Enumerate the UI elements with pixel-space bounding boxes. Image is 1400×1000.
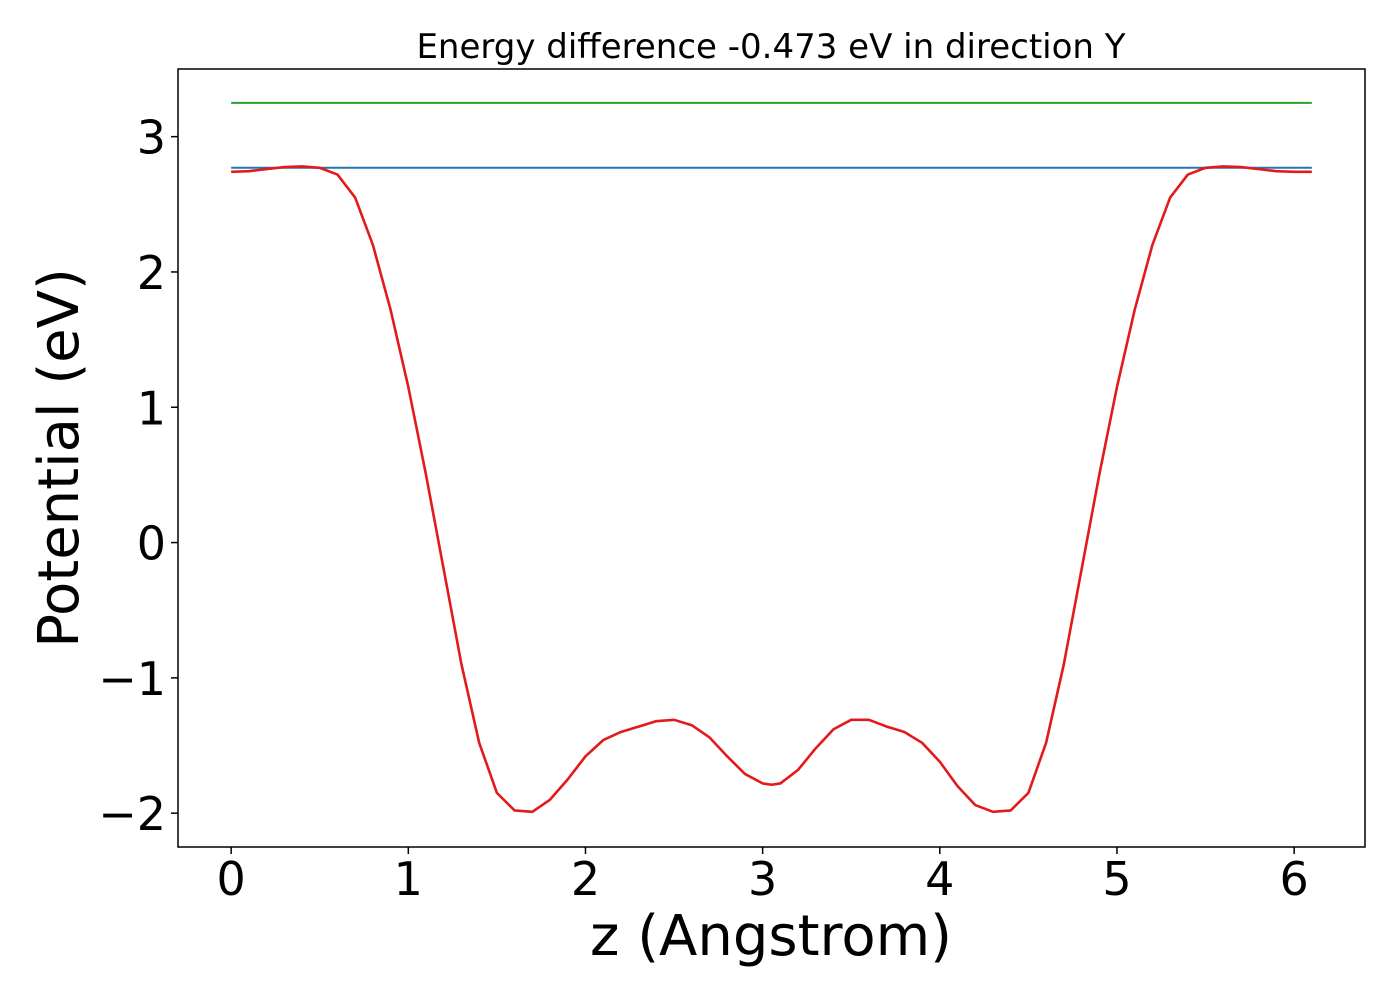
x-tick-label: 0 xyxy=(217,852,246,906)
y-tick-label: −2 xyxy=(98,787,166,841)
y-tick-label: 2 xyxy=(137,246,166,300)
x-axis-label: z (Angstrom) xyxy=(590,904,952,969)
series-line-2 xyxy=(231,165,1312,814)
chart-title: Energy difference -0.473 eV in direction… xyxy=(416,27,1125,67)
tick-layer: 0 1 2 3 4 5 6 −2 −1 0 1 2 3 xyxy=(98,111,1309,906)
series-layer xyxy=(231,101,1312,814)
plot-frame xyxy=(177,68,1366,848)
y-tick-label: 3 xyxy=(137,111,166,165)
y-tick-label: 0 xyxy=(137,517,166,571)
y-axis-label: Potential (eV) xyxy=(27,268,92,648)
y-tick-label: −1 xyxy=(98,652,166,706)
x-tick-label: 3 xyxy=(748,852,777,906)
x-tick-label: 6 xyxy=(1279,852,1308,906)
x-tick-label: 4 xyxy=(925,852,954,906)
x-tick-label: 2 xyxy=(571,852,600,906)
y-tick-label: 1 xyxy=(137,381,166,435)
x-tick-label: 5 xyxy=(1102,852,1131,906)
x-tick-label: 1 xyxy=(394,852,423,906)
